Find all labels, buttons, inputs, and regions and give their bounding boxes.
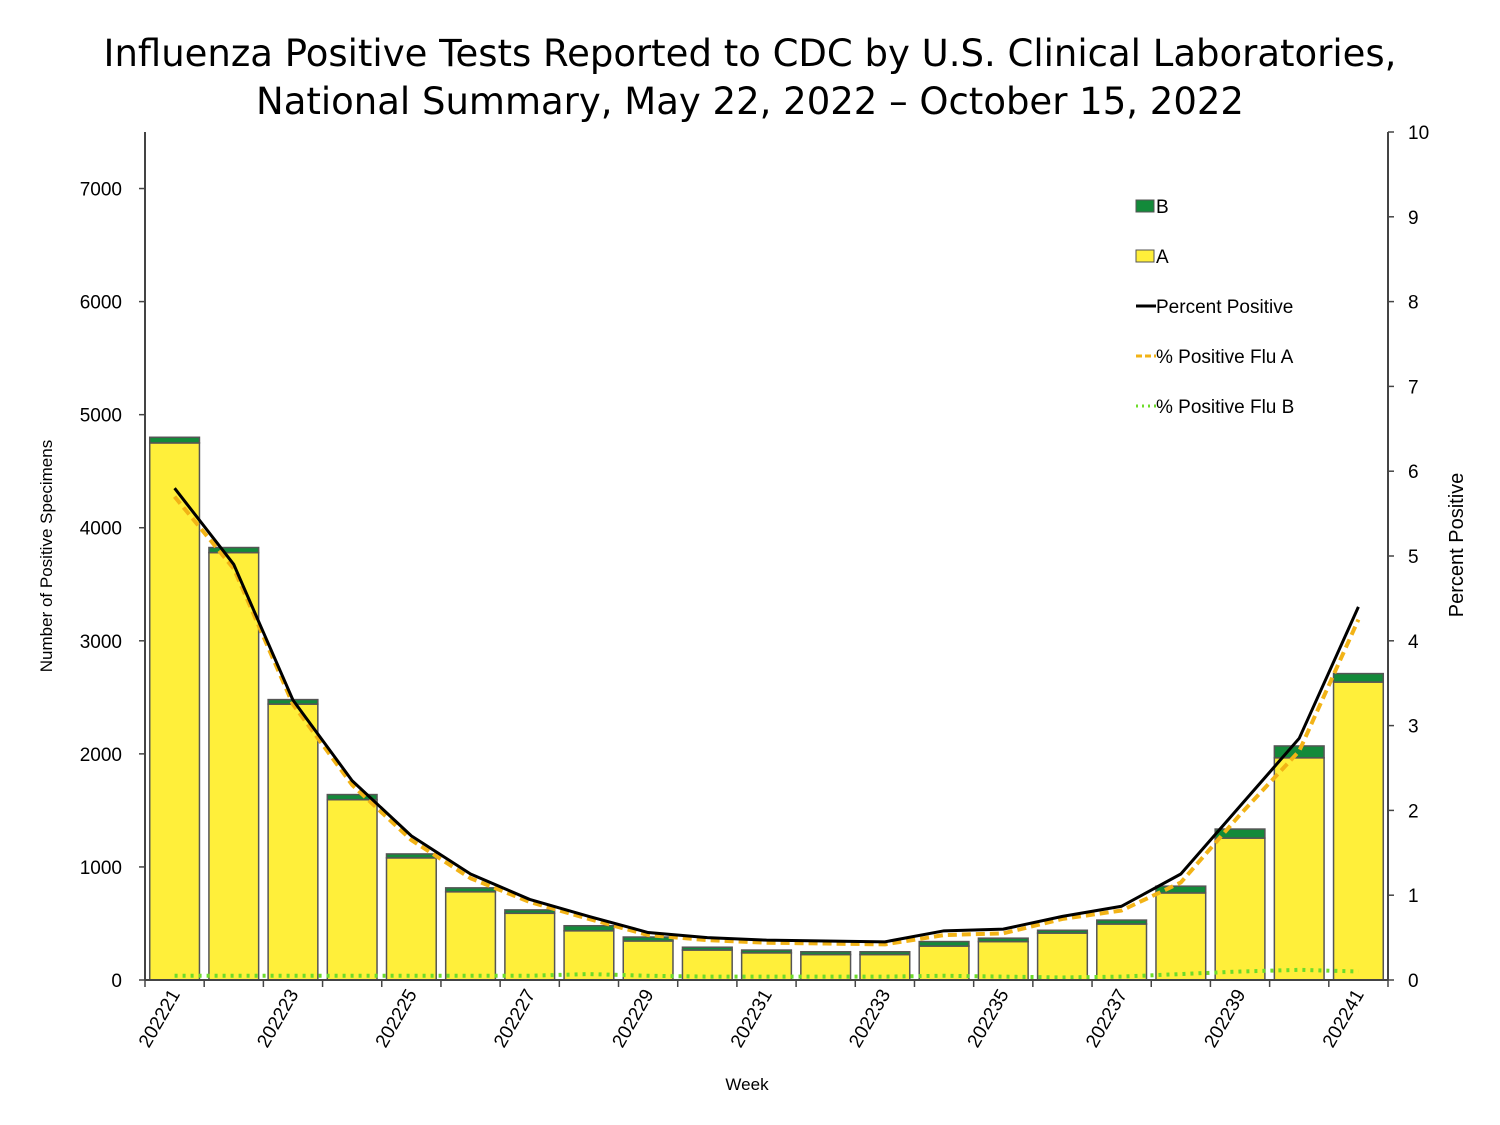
line-flu-b [174, 967, 1359, 980]
bar-b-202232 [800, 950, 852, 956]
y-tick-label-5000: 5000 [80, 406, 122, 427]
y2-tick-label-2: 2 [1408, 801, 1419, 822]
y-tick-label-4000: 4000 [80, 519, 122, 540]
y2-tick-label-1: 1 [1408, 886, 1419, 907]
bar-b-202227 [504, 909, 556, 915]
chart-title-line-2: National Summary, May 22, 2022 – October… [256, 80, 1244, 123]
line-flu-a [173, 495, 1361, 947]
bar-a-202227 [504, 912, 556, 981]
y2-tick-label-3: 3 [1408, 717, 1419, 738]
y2-tick-label-9: 9 [1408, 208, 1419, 229]
y-tick-label-0: 0 [111, 971, 122, 992]
x-tick-label-202223: 202223 [253, 986, 303, 1051]
bar-b-202233 [859, 950, 911, 956]
y-tick-label-6000: 6000 [80, 293, 122, 314]
legend-item-positive-flu-b: % Positive Flu B [1136, 397, 1294, 418]
bar-a-202221 [148, 442, 201, 981]
chart-title: Influenza Positive Tests Reported to CDC… [0, 30, 1500, 126]
bar-b-202240 [1273, 745, 1325, 759]
y-axis-label: Number of Positive Specimens [37, 440, 56, 672]
y2-tick-label-6: 6 [1408, 462, 1419, 483]
bar-b-202230 [681, 946, 733, 951]
y-tick-label-3000: 3000 [80, 632, 122, 653]
legend-item-b: B [1135, 197, 1169, 218]
bar-b-202238 [1155, 885, 1207, 894]
y2-tick-label-0: 0 [1408, 971, 1419, 992]
legend-item-a: A [1135, 247, 1169, 268]
legend: B A Percent Positive % Positive Flu A % Posi… [1135, 197, 1294, 418]
bar-b-202222 [208, 546, 260, 554]
x-tick-label-202241: 202241 [1319, 986, 1369, 1051]
legend-item-b-swatch [1135, 199, 1155, 213]
y2-tick-label-8: 8 [1408, 293, 1419, 314]
y-tick-label-7000: 7000 [80, 180, 122, 201]
bar-a-202238 [1155, 892, 1207, 981]
x-tick-label-202225: 202225 [372, 986, 422, 1051]
bar-b-202221 [148, 436, 201, 444]
legend-item-positive-flu-a-label: % Positive Flu A [1156, 347, 1294, 368]
x-tick-label-202239: 202239 [1200, 986, 1250, 1051]
y-tick-label-1000: 1000 [80, 858, 122, 879]
legend-item-percent-positive-label: Percent Positive [1156, 297, 1293, 318]
y2-tick-label-10: 10 [1408, 123, 1429, 144]
x-tick-label-202221: 202221 [135, 986, 185, 1051]
bar-a-202239 [1214, 837, 1266, 981]
bar-a-202230 [681, 949, 733, 981]
legend-item-positive-flu-b-label: % Positive Flu B [1156, 397, 1294, 418]
x-axis-label: Week [725, 1075, 769, 1094]
x-tick-label-202229: 202229 [609, 986, 659, 1051]
bar-b-202241 [1332, 672, 1385, 683]
bar-a-202228 [563, 930, 615, 981]
bars-group [148, 436, 1385, 981]
bar-b-202236 [1036, 929, 1089, 934]
y2-axis-label: Percent Positive [1446, 473, 1468, 618]
y-tick-label-2000: 2000 [80, 745, 122, 766]
bar-a-202222 [208, 551, 260, 981]
legend-item-a-swatch [1135, 249, 1155, 263]
x-tick-label-202237: 202237 [1082, 986, 1132, 1051]
bar-b-202228 [563, 924, 615, 932]
bar-a-202226 [444, 891, 497, 981]
bar-b-202226 [444, 887, 497, 893]
bar-a-202223 [267, 703, 319, 981]
bar-b-202229 [622, 936, 674, 942]
bar-a-202240 [1273, 757, 1325, 981]
bar-b-202224 [326, 793, 378, 801]
x-tick-label-202235: 202235 [964, 986, 1014, 1051]
line-percent-positive [173, 487, 1360, 944]
bar-b-202239 [1214, 828, 1266, 839]
bar-a-202235 [977, 940, 1029, 981]
x-tick-label-202231: 202231 [727, 986, 777, 1051]
bar-b-202237 [1096, 919, 1148, 925]
y2-tick-label-7: 7 [1408, 377, 1419, 398]
legend-item-percent-positive: Percent Positive [1136, 297, 1293, 318]
legend-item-b-label: B [1156, 197, 1169, 218]
bar-b-202235 [977, 937, 1029, 943]
bar-b-202225 [385, 853, 437, 859]
lines-group [173, 487, 1361, 980]
x-tick-label-202233: 202233 [845, 986, 895, 1051]
bar-a-202241 [1332, 681, 1385, 981]
legend-item-a-label: A [1156, 247, 1169, 268]
bar-a-202233 [859, 953, 911, 981]
bar-a-202225 [385, 857, 437, 981]
chart-title-line-1: Influenza Positive Tests Reported to CDC… [103, 32, 1397, 75]
bar-b-202234 [918, 940, 970, 947]
bar-a-202224 [326, 798, 378, 981]
legend-item-positive-flu-a: % Positive Flu A [1136, 347, 1294, 368]
y2-tick-label-5: 5 [1408, 547, 1419, 568]
bar-b-202231 [740, 949, 793, 954]
bar-a-202236 [1036, 932, 1089, 981]
bar-a-202237 [1096, 923, 1148, 981]
x-tick-label-202227: 202227 [490, 986, 540, 1051]
y2-tick-label-4: 4 [1408, 632, 1419, 653]
